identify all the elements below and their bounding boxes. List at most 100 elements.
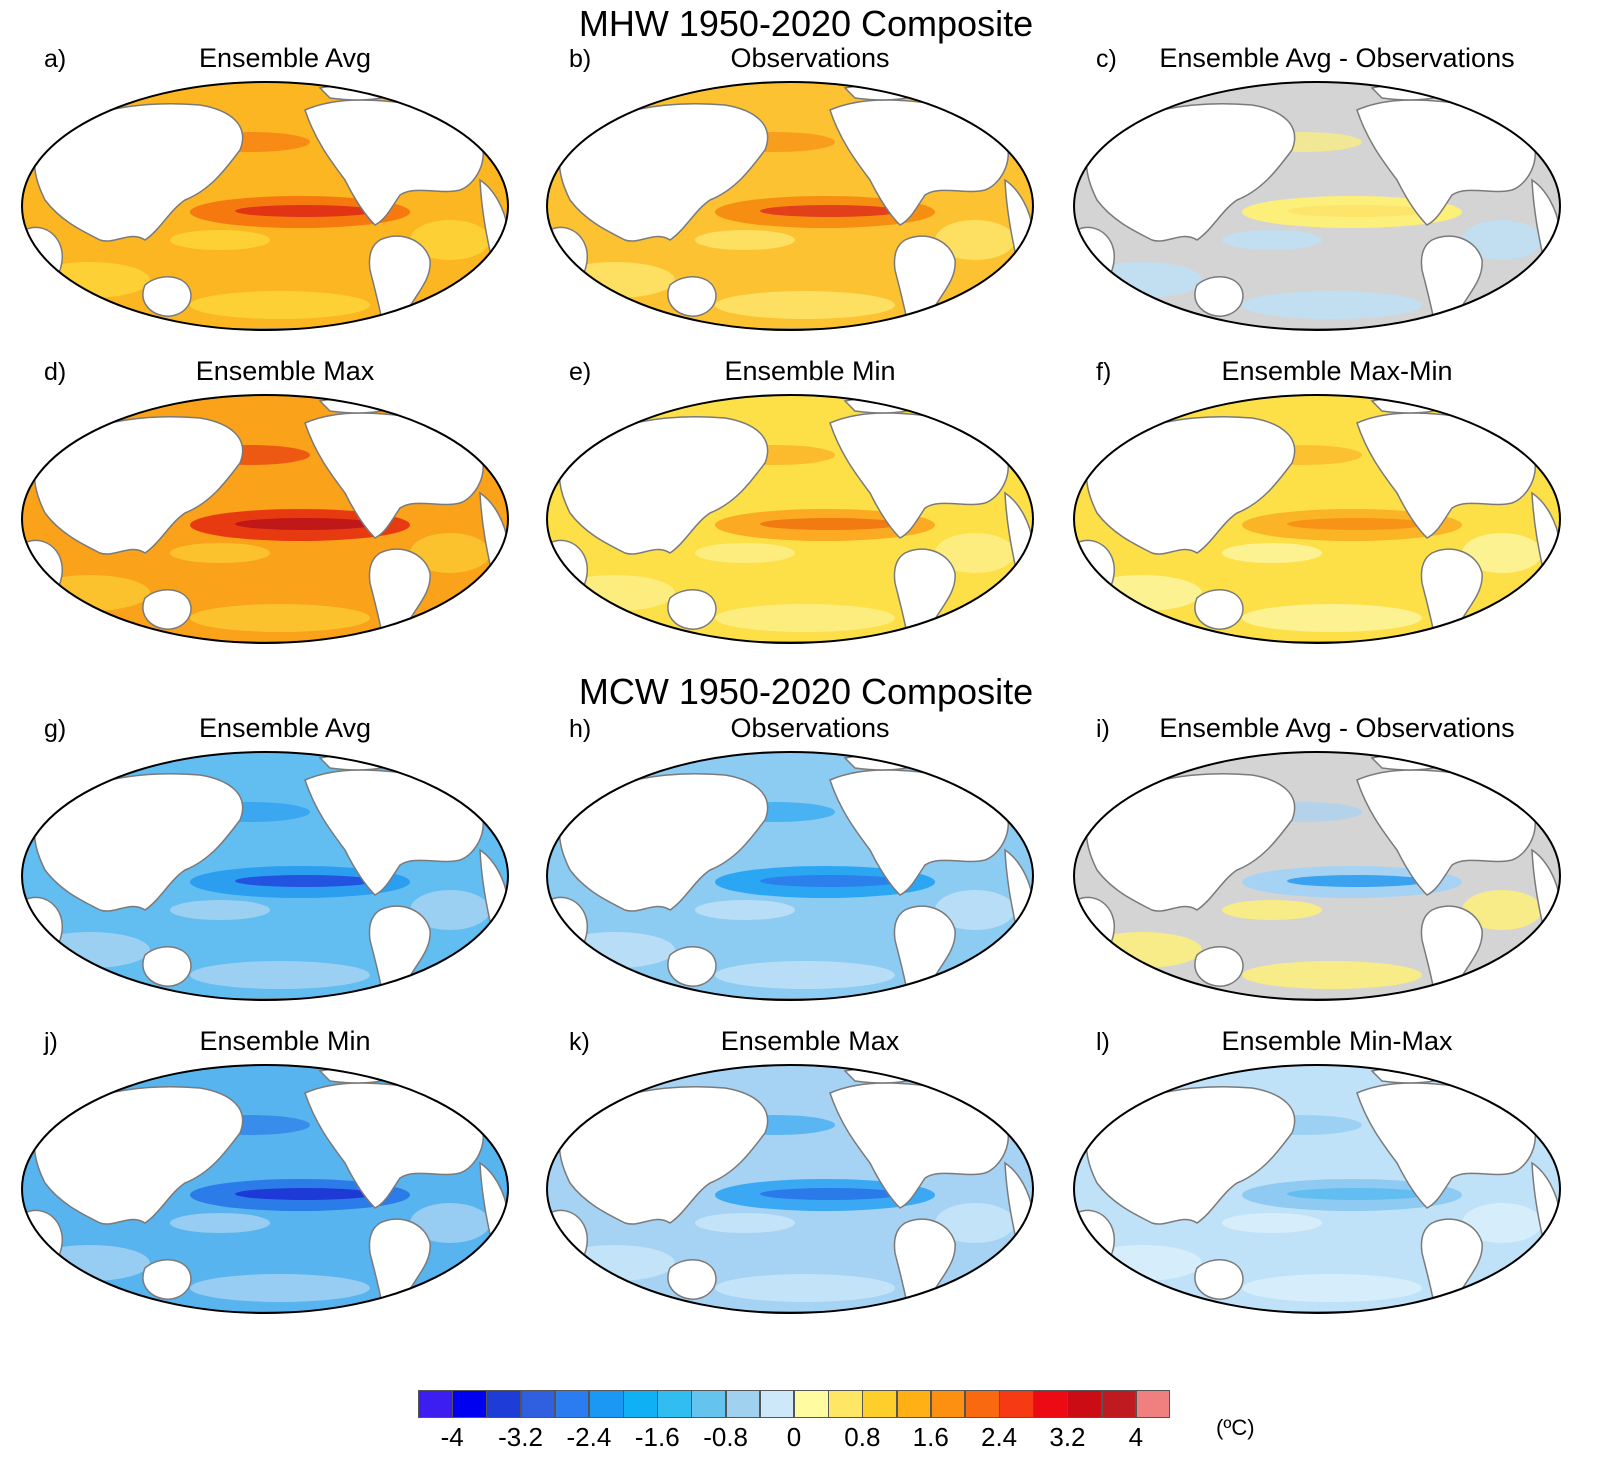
field-patch [190,961,370,989]
land-mass [893,1218,956,1313]
panel-letter: a) [44,45,67,73]
panel-title: Ensemble Min-Max [1221,1026,1453,1056]
land-mass [1076,226,1115,321]
panel-title: Ensemble Avg - Observations [1159,43,1515,73]
field-patch [695,543,795,563]
land-mass [893,548,956,643]
panel-title: Ensemble Avg - Observations [1159,713,1515,743]
map-outline [1073,394,1561,644]
world-map [1073,394,1561,644]
land-mass [558,416,769,555]
map-panel: l) Ensemble Min-Max [1062,1025,1572,1325]
field-patch [935,1203,1015,1243]
colorbar-box [725,1390,761,1418]
land-mass [24,1209,63,1304]
colorbar-box [657,1390,692,1418]
colorbar-box [999,1390,1034,1418]
world-map [546,394,1034,644]
world-map [21,751,509,1001]
land-mass [142,276,192,317]
colorbar-box [486,1390,522,1418]
map-outline [1073,751,1561,1001]
world-map [21,394,509,644]
panel-title: Observations [730,43,890,73]
field-patch [1462,533,1542,573]
equatorial-core [760,1188,900,1200]
panel-letter: j) [44,1028,58,1056]
field-patch [1222,1213,1322,1233]
map-outline [546,751,1034,1001]
colorbar-tick-label: -3.2 [498,1422,543,1452]
world-map [1073,81,1561,331]
panel-letter: k) [569,1028,590,1056]
colorbar-box [588,1390,624,1418]
field-patch [190,1274,370,1302]
field-patch [410,1203,490,1243]
colorbar-box [1033,1390,1068,1418]
land-mass [33,1086,244,1225]
section-title-mhw: MHW 1950-2020 Composite [578,3,1034,44]
land-mass [1420,905,1483,1000]
field-patch [190,604,370,632]
colorbar-tick-label: 0 [786,1422,802,1452]
colorbar-tick-label: 0.8 [844,1422,881,1452]
field-patch [1462,1203,1542,1243]
colorbar-box [930,1390,966,1418]
land-mass [368,1218,431,1313]
field-patch [1242,961,1422,989]
field-patch [715,1274,895,1302]
equatorial-core [235,875,375,887]
world-map [546,1064,1034,1314]
panel-letter: b) [569,45,592,73]
colorbar-box [964,1390,1000,1418]
field-patch [715,961,895,989]
world-map [1073,1064,1561,1314]
land-mass [893,235,956,330]
land-mass [142,589,192,630]
field-patch [1242,604,1422,632]
map-panel: i) Ensemble Avg - Observations [1062,712,1572,1012]
world-map [21,1064,509,1314]
land-mass [1420,548,1483,643]
equatorial-core [760,518,900,530]
equatorial-core [1287,1188,1427,1200]
land-mass [1085,1086,1296,1225]
section-title-mcw: MCW 1950-2020 Composite [578,671,1034,712]
land-mass [558,103,769,242]
land-mass [1194,589,1244,630]
field-patch [1462,890,1542,930]
colorbar-tick-label: -1.6 [634,1422,680,1452]
land-mass [368,235,431,330]
field-patch [935,890,1015,930]
map-outline [21,394,509,644]
panel-letter: e) [569,358,592,386]
land-mass [549,539,588,634]
panel-title: Ensemble Max [195,356,375,386]
equatorial-core [235,518,375,530]
map-panel: j) Ensemble Min [10,1025,520,1325]
colorbar-box [828,1390,863,1418]
field-patch [695,900,795,920]
map-panel: f) Ensemble Max-Min [1062,355,1572,655]
colorbar-tick-label: 3.2 [1049,1422,1086,1452]
land-mass [1420,235,1483,330]
land-mass [368,905,431,1000]
land-mass [1085,416,1296,555]
field-patch [695,1213,795,1233]
field-patch [1222,900,1322,920]
map-panel: g) Ensemble Avg [10,712,520,1012]
field-patch [695,230,795,250]
map-panel: d) Ensemble Max [10,355,520,655]
equatorial-core [235,1188,375,1200]
colorbar-tick-label: -2.4 [566,1422,612,1452]
map-panel: h) Observations [535,712,1045,1012]
colorbar-box [794,1390,829,1418]
world-map [546,751,1034,1001]
panel-letter: g) [44,715,67,743]
field-patch [410,220,490,260]
panel-letter: l) [1096,1028,1110,1056]
field-patch [715,291,895,319]
map-panel: c) Ensemble Avg - Observations [1062,42,1572,342]
panel-letter: h) [569,715,592,743]
world-map [546,81,1034,331]
